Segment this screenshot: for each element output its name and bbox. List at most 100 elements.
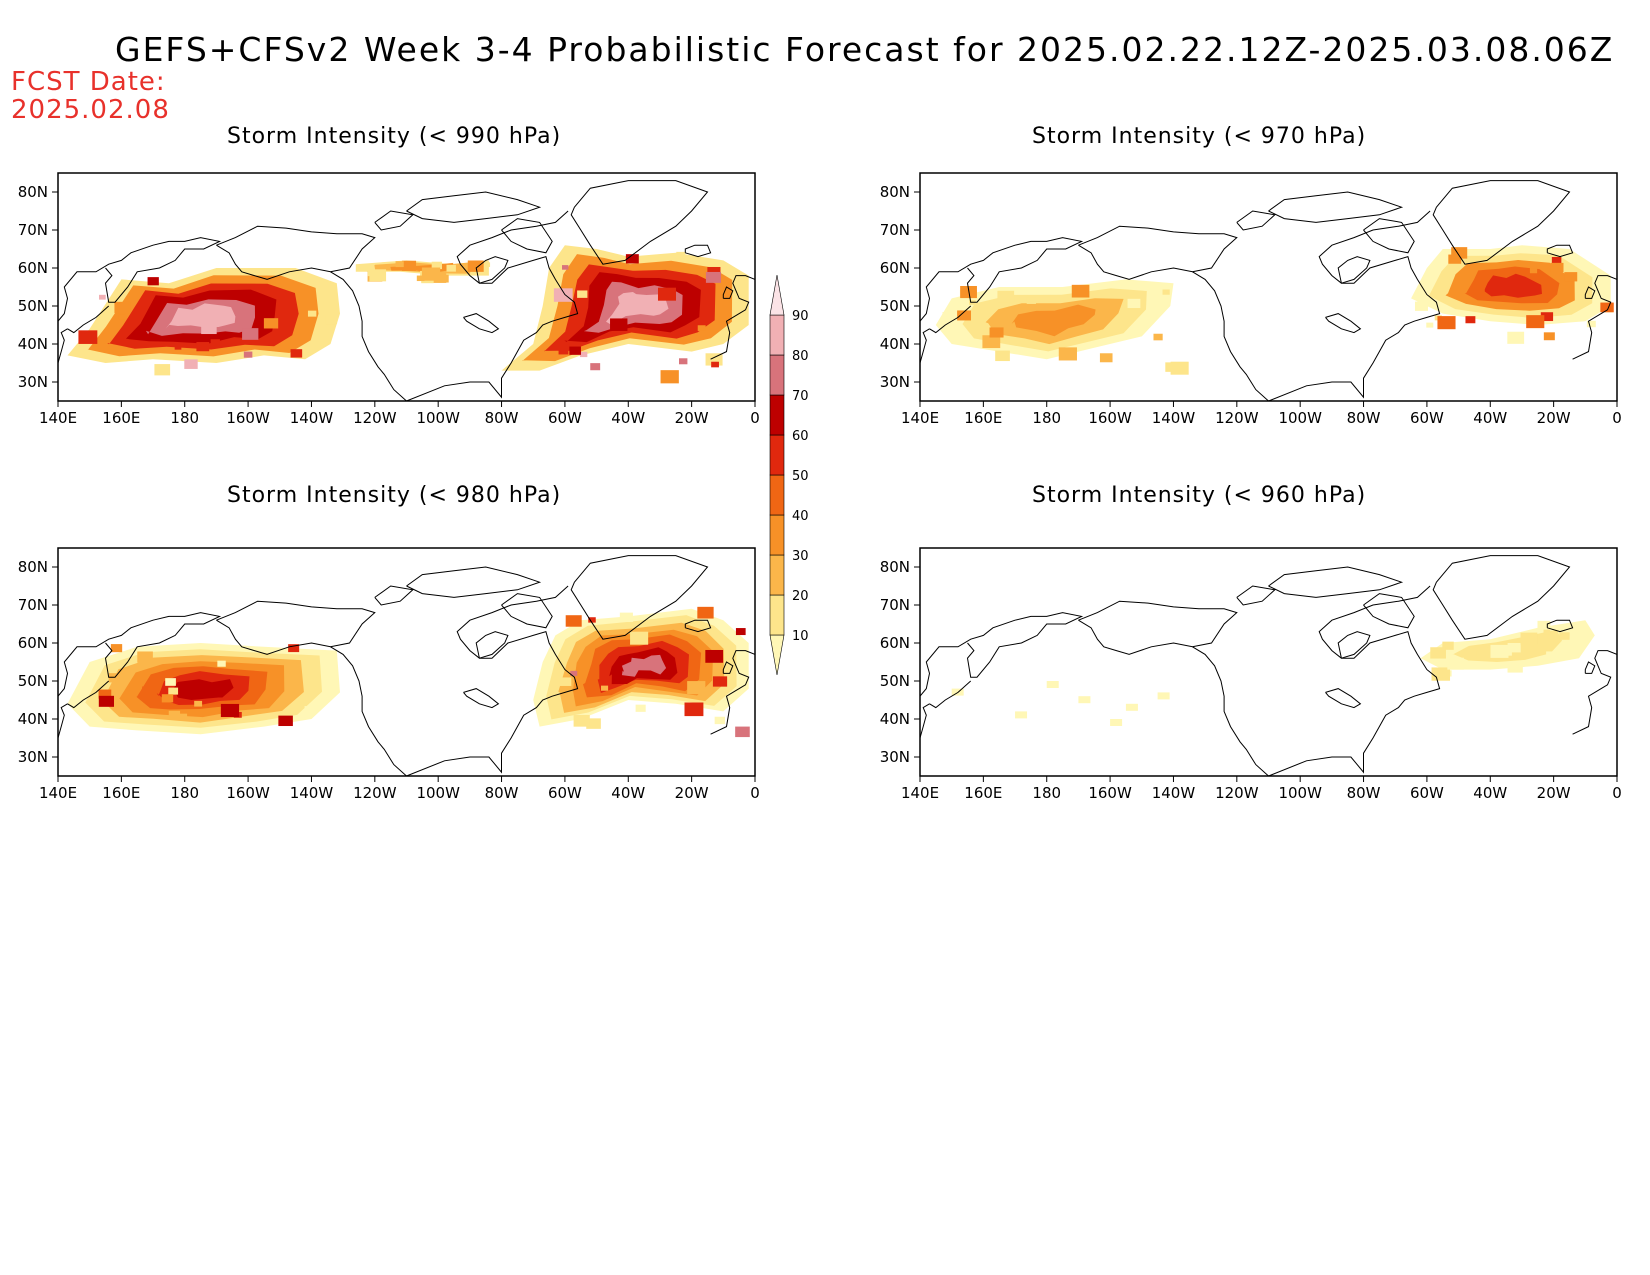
lat-label: 60N [18, 634, 48, 652]
prob-cell [1026, 297, 1036, 304]
prob-cell [263, 318, 279, 329]
colorbar-label: 70 [792, 389, 809, 404]
prob-cell [243, 351, 253, 358]
prob-cell [1537, 620, 1551, 631]
prob-cell [601, 685, 609, 691]
prob-cell [154, 364, 171, 376]
prob-cell [467, 260, 484, 272]
coastline-europe [1572, 650, 1617, 735]
coastline-lakes1 [463, 313, 500, 334]
lon-label: 180 [170, 409, 199, 427]
lat-label: 50N [880, 672, 910, 690]
lon-label: 20W [675, 409, 709, 427]
coastline-alaska [216, 600, 376, 655]
prob-cell [625, 254, 639, 264]
lon-label: 160W [1088, 784, 1132, 802]
prob-cell [1442, 641, 1454, 650]
prob-contour-40 [1011, 304, 1096, 337]
lon-label: 120W [1215, 784, 1259, 802]
prob-contour-90 [606, 292, 669, 325]
prob-cell [168, 710, 181, 719]
lat-label: 60N [880, 259, 910, 277]
prob-cell [705, 649, 724, 663]
coastline-iceland [684, 619, 712, 633]
colorbar-segment [769, 474, 785, 516]
lon-label: 180 [1032, 409, 1061, 427]
map-frame [919, 172, 1618, 402]
lon-label: 20W [1537, 784, 1571, 802]
lon-label: 140E [39, 409, 77, 427]
coastline-kurils [67, 305, 110, 334]
lat-label: 50N [18, 297, 48, 315]
prob-cell [1099, 353, 1113, 363]
prob-cell [1431, 667, 1451, 681]
prob-cell [98, 695, 115, 707]
lat-label: 80N [18, 183, 48, 201]
prob-cell [98, 689, 112, 699]
prob-cell [1015, 711, 1028, 719]
coastline-westcoast [1192, 271, 1269, 401]
coastline-baffin [1363, 218, 1415, 254]
coastline-kurils [67, 680, 110, 709]
prob-cell [676, 251, 686, 259]
prob-cell [1571, 642, 1583, 651]
prob-cell [1559, 632, 1570, 640]
coastline-alaska [1078, 600, 1238, 655]
lat-label: 40N [18, 710, 48, 728]
prob-cell [325, 315, 338, 325]
coastline-arctic2 [1236, 585, 1276, 606]
prob-contour-80 [621, 654, 667, 677]
coastline-ireland [722, 286, 734, 299]
lon-label: 80W [485, 784, 519, 802]
prob-cell [483, 262, 491, 267]
colorbar-segment [769, 394, 785, 436]
panel-title-960: Storm Intensity (< 960 hPa) [1032, 483, 1367, 508]
prob-cell [705, 271, 722, 283]
lon-label: 140E [39, 784, 77, 802]
prob-cell [573, 714, 590, 727]
prob-cell [630, 631, 649, 645]
map-frame [57, 547, 756, 777]
prob-cell [1520, 632, 1538, 645]
colorbar-segment [769, 554, 785, 596]
prob-cell [395, 261, 404, 268]
colorbar-label: 80 [792, 349, 809, 364]
prob-cell [1414, 301, 1428, 311]
prob-cell [178, 713, 188, 720]
lon-label: 140E [901, 409, 939, 427]
prob-cell [590, 363, 601, 371]
prob-cell [558, 347, 569, 355]
prob-cell [288, 644, 300, 653]
colorbar-segment [769, 314, 785, 356]
colorbar-label: 90 [792, 309, 809, 324]
prob-cell [957, 310, 972, 321]
lat-label: 30N [880, 748, 910, 766]
prob-cell [712, 676, 728, 687]
prob-cell [1170, 361, 1189, 375]
colorbar: 10 20 30 40 50 60 70 80 90 [769, 274, 809, 676]
prob-cell [588, 617, 596, 623]
prob-cell [188, 312, 197, 318]
lat-label: 50N [18, 672, 48, 690]
lon-label: 160W [226, 784, 270, 802]
prob-cell [995, 350, 1010, 362]
prob-cell [697, 606, 714, 619]
prob-cell [989, 327, 1004, 338]
lon-label: 100W [416, 784, 460, 802]
lon-label: 40W [611, 409, 645, 427]
lon-label: 120W [353, 409, 397, 427]
lon-label: 140W [1152, 784, 1196, 802]
prob-cell [1529, 268, 1538, 274]
coastline-greenland [570, 180, 709, 265]
prob-cell [421, 267, 441, 281]
panel-title-990: Storm Intensity (< 990 hPa) [227, 124, 562, 149]
prob-cell [1078, 696, 1091, 704]
prob-cell [1162, 289, 1170, 295]
colorbar-segment [769, 274, 785, 316]
coastline-ireland [722, 661, 734, 674]
colorbar-label: 20 [792, 589, 809, 604]
prob-cell [1071, 284, 1090, 298]
prob-cell [1551, 256, 1562, 264]
lon-label: 160W [1088, 409, 1132, 427]
coastline-arctic2 [374, 585, 414, 606]
